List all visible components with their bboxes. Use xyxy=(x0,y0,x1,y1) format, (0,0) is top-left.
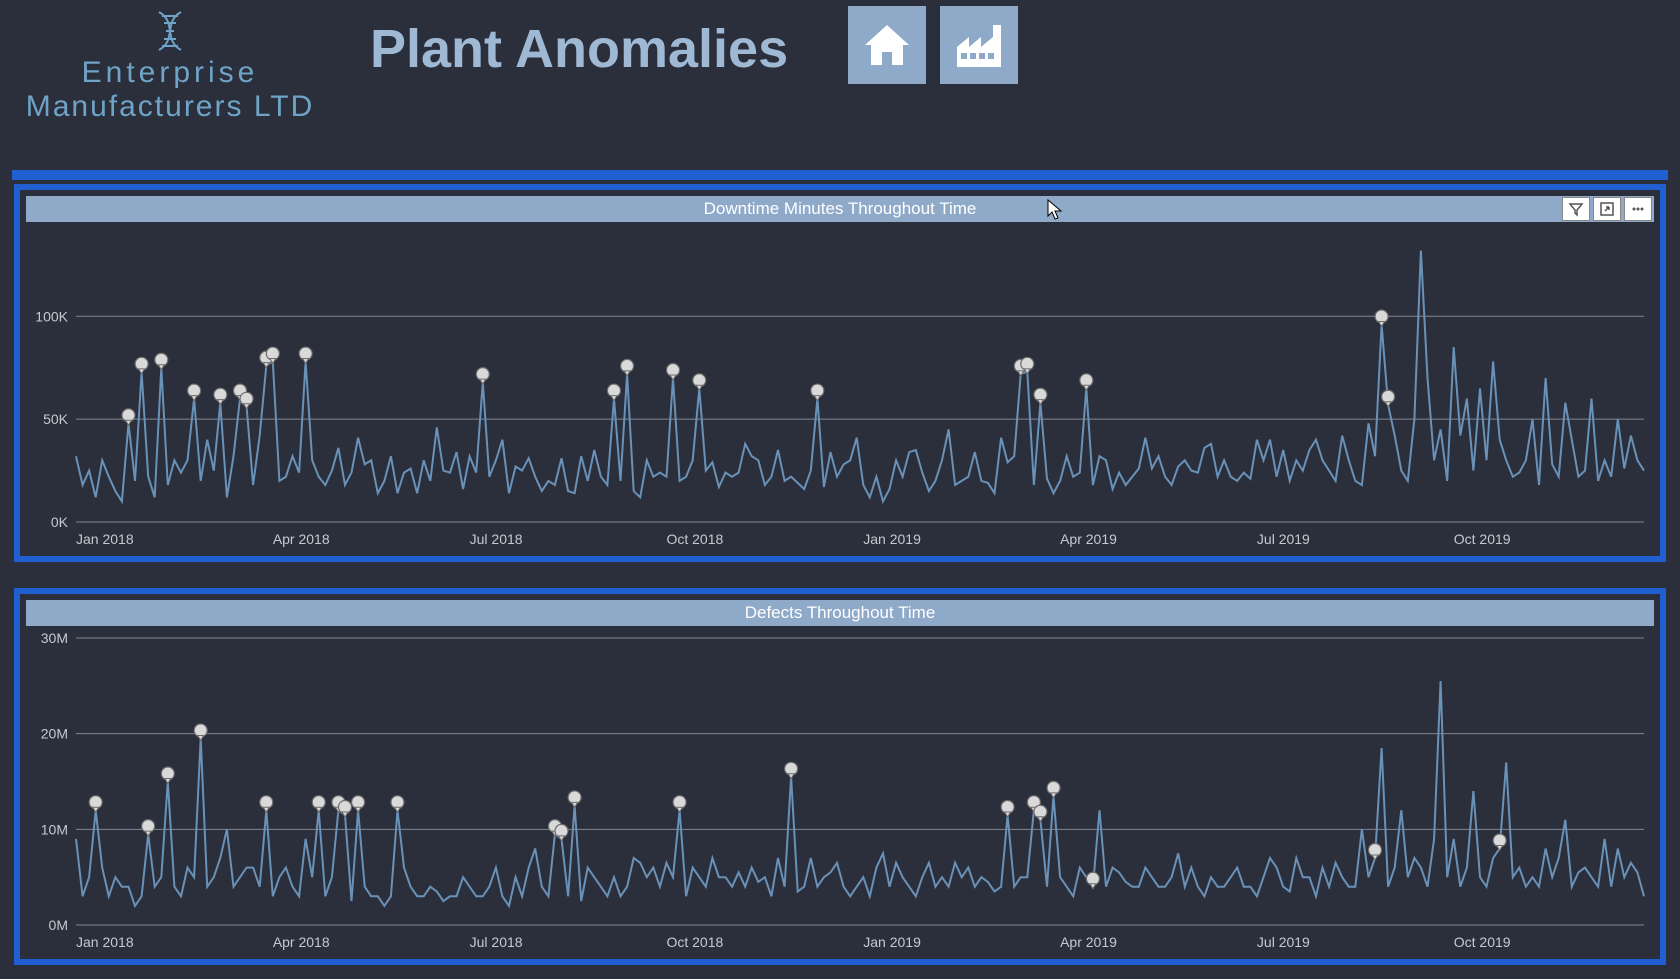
logo-line2: Manufacturers LTD xyxy=(0,90,340,124)
svg-text:30M: 30M xyxy=(41,630,68,646)
svg-text:Oct 2019: Oct 2019 xyxy=(1454,531,1511,547)
svg-text:Apr 2019: Apr 2019 xyxy=(1060,934,1117,950)
factory-icon xyxy=(951,17,1007,73)
company-logo: Enterprise Manufacturers LTD xyxy=(0,0,340,124)
svg-text:20M: 20M xyxy=(41,726,68,742)
filter-button[interactable] xyxy=(1562,197,1590,221)
svg-text:Oct 2018: Oct 2018 xyxy=(666,934,723,950)
more-icon xyxy=(1630,201,1646,217)
svg-text:Jul 2019: Jul 2019 xyxy=(1257,934,1310,950)
page-title: Plant Anomalies xyxy=(370,18,788,80)
defects-chart-body[interactable]: 0M 10M 20M 30M Jan 2018 Apr 2018 Jul 2018 Oct 2… xyxy=(26,626,1654,953)
header-divider xyxy=(12,170,1668,180)
dna-icon xyxy=(147,8,193,54)
svg-text:0M: 0M xyxy=(49,917,68,933)
defects-chart-titlebar: Defects Throughout Time xyxy=(26,600,1654,626)
svg-text:Jul 2018: Jul 2018 xyxy=(470,934,523,950)
downtime-chart-titlebar: Downtime Minutes Throughout Time xyxy=(26,196,1654,222)
svg-text:Jan 2018: Jan 2018 xyxy=(76,531,134,547)
svg-text:50K: 50K xyxy=(43,411,69,427)
downtime-chart-card: Downtime Minutes Throughout Time xyxy=(14,184,1666,562)
svg-text:Jan 2019: Jan 2019 xyxy=(863,934,921,950)
downtime-chart-body[interactable]: 0K 50K 100K Jan 2018 Apr 2018 Jul 2018 Oct 201… xyxy=(26,222,1654,550)
svg-text:Jan 2019: Jan 2019 xyxy=(863,531,921,547)
defects-chart-title: Defects Throughout Time xyxy=(745,603,936,622)
focus-icon xyxy=(1599,201,1615,217)
charts-area: Downtime Minutes Throughout Time xyxy=(0,180,1680,979)
svg-text:Oct 2018: Oct 2018 xyxy=(666,531,723,547)
more-button[interactable] xyxy=(1624,197,1652,221)
svg-text:10M: 10M xyxy=(41,821,68,837)
filter-icon xyxy=(1568,201,1584,217)
svg-text:Jan 2018: Jan 2018 xyxy=(76,934,134,950)
svg-text:Apr 2018: Apr 2018 xyxy=(273,531,330,547)
focus-button[interactable] xyxy=(1593,197,1621,221)
defects-chart-card: Defects Throughout Time 0M 10M 20M 30M Jan 2… xyxy=(14,588,1666,965)
svg-text:Oct 2019: Oct 2019 xyxy=(1454,934,1511,950)
logo-line1: Enterprise xyxy=(0,56,340,90)
cursor-icon xyxy=(1046,198,1064,220)
svg-text:100K: 100K xyxy=(35,308,68,324)
svg-text:0K: 0K xyxy=(51,514,69,530)
factory-button[interactable] xyxy=(940,6,1018,84)
nav-icons xyxy=(848,6,1018,84)
chart-toolbar xyxy=(1562,196,1652,222)
svg-text:Apr 2018: Apr 2018 xyxy=(273,934,330,950)
page-root: Enterprise Manufacturers LTD Plant Anoma… xyxy=(0,0,1680,979)
downtime-chart-title: Downtime Minutes Throughout Time xyxy=(704,199,977,218)
home-button[interactable] xyxy=(848,6,926,84)
header: Enterprise Manufacturers LTD Plant Anoma… xyxy=(0,0,1680,170)
svg-text:Apr 2019: Apr 2019 xyxy=(1060,531,1117,547)
home-icon xyxy=(861,19,913,71)
svg-text:Jul 2018: Jul 2018 xyxy=(470,531,523,547)
svg-text:Jul 2019: Jul 2019 xyxy=(1257,531,1310,547)
